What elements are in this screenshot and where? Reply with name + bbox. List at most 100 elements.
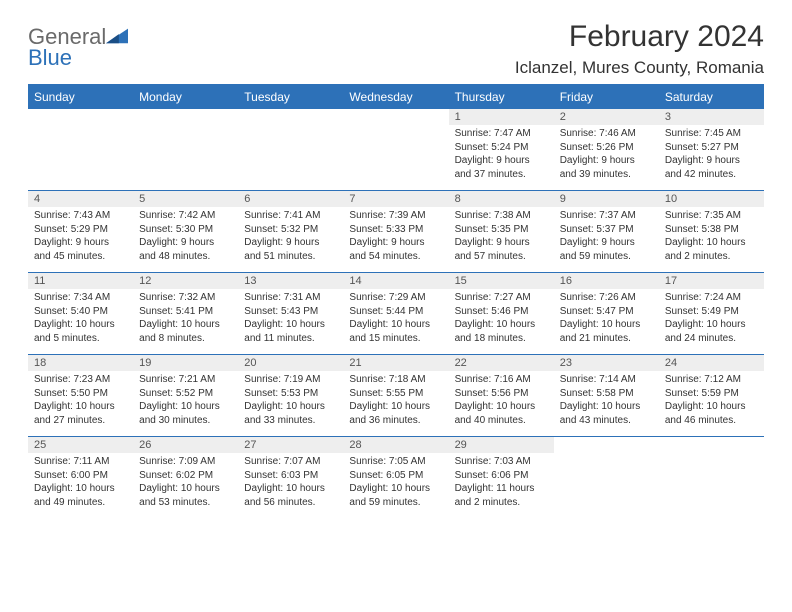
calendar-day-cell: 18Sunrise: 7:23 AMSunset: 5:50 PMDayligh… <box>28 355 133 437</box>
location: Iclanzel, Mures County, Romania <box>515 58 764 78</box>
day-number: 19 <box>133 355 238 371</box>
calendar-day-cell: 2Sunrise: 7:46 AMSunset: 5:26 PMDaylight… <box>554 109 659 191</box>
weekday-header: Saturday <box>659 85 764 109</box>
day-details: Sunrise: 7:29 AMSunset: 5:44 PMDaylight:… <box>343 289 448 349</box>
calendar-day-cell: 9Sunrise: 7:37 AMSunset: 5:37 PMDaylight… <box>554 191 659 273</box>
weekday-header: Sunday <box>28 85 133 109</box>
calendar-day-cell <box>554 437 659 519</box>
calendar-body: 1Sunrise: 7:47 AMSunset: 5:24 PMDaylight… <box>28 109 764 519</box>
day-number: 16 <box>554 273 659 289</box>
day-number: 3 <box>659 109 764 125</box>
day-details: Sunrise: 7:21 AMSunset: 5:52 PMDaylight:… <box>133 371 238 431</box>
calendar-day-cell <box>238 109 343 191</box>
weekday-header: Friday <box>554 85 659 109</box>
day-details: Sunrise: 7:24 AMSunset: 5:49 PMDaylight:… <box>659 289 764 349</box>
logo-word-2: Blue <box>28 48 128 69</box>
calendar-day-cell: 10Sunrise: 7:35 AMSunset: 5:38 PMDayligh… <box>659 191 764 273</box>
calendar-day-cell: 14Sunrise: 7:29 AMSunset: 5:44 PMDayligh… <box>343 273 448 355</box>
day-number: 13 <box>238 273 343 289</box>
logo-triangle-icon <box>106 26 128 44</box>
calendar-day-cell: 8Sunrise: 7:38 AMSunset: 5:35 PMDaylight… <box>449 191 554 273</box>
day-number: 6 <box>238 191 343 207</box>
month-title: February 2024 <box>515 20 764 54</box>
day-details: Sunrise: 7:42 AMSunset: 5:30 PMDaylight:… <box>133 207 238 267</box>
day-details: Sunrise: 7:12 AMSunset: 5:59 PMDaylight:… <box>659 371 764 431</box>
day-details: Sunrise: 7:26 AMSunset: 5:47 PMDaylight:… <box>554 289 659 349</box>
weekday-header: Wednesday <box>343 85 448 109</box>
day-number: 27 <box>238 437 343 453</box>
day-details: Sunrise: 7:37 AMSunset: 5:37 PMDaylight:… <box>554 207 659 267</box>
calendar-day-cell: 13Sunrise: 7:31 AMSunset: 5:43 PMDayligh… <box>238 273 343 355</box>
day-number: 25 <box>28 437 133 453</box>
calendar-day-cell <box>659 437 764 519</box>
day-number: 22 <box>449 355 554 371</box>
day-number: 23 <box>554 355 659 371</box>
day-number: 21 <box>343 355 448 371</box>
calendar-day-cell: 28Sunrise: 7:05 AMSunset: 6:05 PMDayligh… <box>343 437 448 519</box>
calendar-day-cell: 22Sunrise: 7:16 AMSunset: 5:56 PMDayligh… <box>449 355 554 437</box>
day-details: Sunrise: 7:34 AMSunset: 5:40 PMDaylight:… <box>28 289 133 349</box>
day-details: Sunrise: 7:07 AMSunset: 6:03 PMDaylight:… <box>238 453 343 513</box>
day-number: 11 <box>28 273 133 289</box>
calendar-day-cell: 3Sunrise: 7:45 AMSunset: 5:27 PMDaylight… <box>659 109 764 191</box>
day-number: 10 <box>659 191 764 207</box>
day-details: Sunrise: 7:45 AMSunset: 5:27 PMDaylight:… <box>659 125 764 185</box>
calendar-day-cell: 27Sunrise: 7:07 AMSunset: 6:03 PMDayligh… <box>238 437 343 519</box>
calendar-day-cell: 6Sunrise: 7:41 AMSunset: 5:32 PMDaylight… <box>238 191 343 273</box>
day-details: Sunrise: 7:27 AMSunset: 5:46 PMDaylight:… <box>449 289 554 349</box>
day-number: 1 <box>449 109 554 125</box>
calendar-day-cell: 1Sunrise: 7:47 AMSunset: 5:24 PMDaylight… <box>449 109 554 191</box>
calendar-day-cell: 4Sunrise: 7:43 AMSunset: 5:29 PMDaylight… <box>28 191 133 273</box>
calendar-table: Sunday Monday Tuesday Wednesday Thursday… <box>28 84 764 519</box>
day-details: Sunrise: 7:46 AMSunset: 5:26 PMDaylight:… <box>554 125 659 185</box>
calendar-day-cell <box>343 109 448 191</box>
day-number: 29 <box>449 437 554 453</box>
day-number: 18 <box>28 355 133 371</box>
day-number: 4 <box>28 191 133 207</box>
day-number: 26 <box>133 437 238 453</box>
day-details: Sunrise: 7:18 AMSunset: 5:55 PMDaylight:… <box>343 371 448 431</box>
day-details: Sunrise: 7:16 AMSunset: 5:56 PMDaylight:… <box>449 371 554 431</box>
calendar-day-cell: 7Sunrise: 7:39 AMSunset: 5:33 PMDaylight… <box>343 191 448 273</box>
weekday-header-row: Sunday Monday Tuesday Wednesday Thursday… <box>28 85 764 109</box>
day-details: Sunrise: 7:47 AMSunset: 5:24 PMDaylight:… <box>449 125 554 185</box>
weekday-header: Monday <box>133 85 238 109</box>
day-details: Sunrise: 7:19 AMSunset: 5:53 PMDaylight:… <box>238 371 343 431</box>
calendar-day-cell: 26Sunrise: 7:09 AMSunset: 6:02 PMDayligh… <box>133 437 238 519</box>
day-number: 28 <box>343 437 448 453</box>
day-details: Sunrise: 7:14 AMSunset: 5:58 PMDaylight:… <box>554 371 659 431</box>
day-details: Sunrise: 7:23 AMSunset: 5:50 PMDaylight:… <box>28 371 133 431</box>
calendar-day-cell: 15Sunrise: 7:27 AMSunset: 5:46 PMDayligh… <box>449 273 554 355</box>
calendar-day-cell: 23Sunrise: 7:14 AMSunset: 5:58 PMDayligh… <box>554 355 659 437</box>
day-number: 20 <box>238 355 343 371</box>
calendar-week-row: 4Sunrise: 7:43 AMSunset: 5:29 PMDaylight… <box>28 191 764 273</box>
calendar-day-cell: 21Sunrise: 7:18 AMSunset: 5:55 PMDayligh… <box>343 355 448 437</box>
calendar-day-cell: 17Sunrise: 7:24 AMSunset: 5:49 PMDayligh… <box>659 273 764 355</box>
day-details: Sunrise: 7:38 AMSunset: 5:35 PMDaylight:… <box>449 207 554 267</box>
calendar-day-cell: 12Sunrise: 7:32 AMSunset: 5:41 PMDayligh… <box>133 273 238 355</box>
calendar-day-cell: 5Sunrise: 7:42 AMSunset: 5:30 PMDaylight… <box>133 191 238 273</box>
calendar-week-row: 11Sunrise: 7:34 AMSunset: 5:40 PMDayligh… <box>28 273 764 355</box>
day-number: 2 <box>554 109 659 125</box>
day-details: Sunrise: 7:05 AMSunset: 6:05 PMDaylight:… <box>343 453 448 513</box>
calendar-day-cell: 16Sunrise: 7:26 AMSunset: 5:47 PMDayligh… <box>554 273 659 355</box>
day-details: Sunrise: 7:43 AMSunset: 5:29 PMDaylight:… <box>28 207 133 267</box>
day-details: Sunrise: 7:03 AMSunset: 6:06 PMDaylight:… <box>449 453 554 513</box>
weekday-header: Thursday <box>449 85 554 109</box>
day-number: 5 <box>133 191 238 207</box>
day-number: 17 <box>659 273 764 289</box>
weekday-header: Tuesday <box>238 85 343 109</box>
day-number: 8 <box>449 191 554 207</box>
calendar-day-cell: 29Sunrise: 7:03 AMSunset: 6:06 PMDayligh… <box>449 437 554 519</box>
day-details: Sunrise: 7:31 AMSunset: 5:43 PMDaylight:… <box>238 289 343 349</box>
day-number: 12 <box>133 273 238 289</box>
logo: General Blue <box>28 20 128 69</box>
calendar-day-cell: 19Sunrise: 7:21 AMSunset: 5:52 PMDayligh… <box>133 355 238 437</box>
day-details: Sunrise: 7:32 AMSunset: 5:41 PMDaylight:… <box>133 289 238 349</box>
calendar-day-cell: 20Sunrise: 7:19 AMSunset: 5:53 PMDayligh… <box>238 355 343 437</box>
calendar-day-cell: 24Sunrise: 7:12 AMSunset: 5:59 PMDayligh… <box>659 355 764 437</box>
day-number: 24 <box>659 355 764 371</box>
calendar-day-cell: 11Sunrise: 7:34 AMSunset: 5:40 PMDayligh… <box>28 273 133 355</box>
calendar-day-cell: 25Sunrise: 7:11 AMSunset: 6:00 PMDayligh… <box>28 437 133 519</box>
day-details: Sunrise: 7:35 AMSunset: 5:38 PMDaylight:… <box>659 207 764 267</box>
